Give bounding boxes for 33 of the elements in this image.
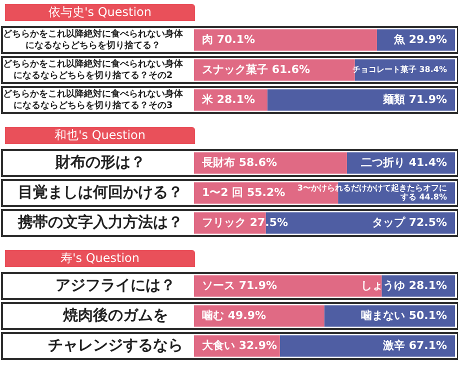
- bar: [194, 305, 324, 327]
- chart-title: 和也's Question: [5, 127, 195, 144]
- data-label: 噛む 49.9%: [202, 308, 266, 322]
- y-tick-label: 焼肉後のガムを: [62, 306, 168, 324]
- y-tick-label: どちらかをこれ以降絶対に食べられない身体になるならどちらを切り捨てる？その3: [3, 88, 184, 111]
- data-label: ソース 71.9%: [202, 278, 277, 292]
- data-label: 噛まない 50.1%: [361, 308, 447, 322]
- bar: [194, 275, 382, 297]
- bar: [194, 152, 347, 174]
- y-tick-label: 目覚ましは何回かける？: [18, 182, 183, 201]
- chart-title: 寿's Question: [5, 250, 195, 267]
- chart-title: 依与史's Question: [5, 4, 195, 21]
- bar: [194, 29, 377, 51]
- data-label: 二つ折り 41.4%: [361, 156, 447, 169]
- y-tick-label: どちらかをこれ以降絶対に食べられない身体になるならどちらを切り捨てる？その2: [3, 58, 184, 81]
- data-label: 肉 70.1%: [202, 32, 255, 46]
- data-label: 麺類 71.9%: [382, 92, 447, 106]
- data-label: タップ 72.5%: [372, 216, 447, 229]
- data-label: 魚 29.9%: [393, 32, 447, 46]
- y-tick-label: アジフライには？: [56, 276, 176, 294]
- data-label: 長財布 58.6%: [201, 156, 277, 169]
- data-label: しょうゆ 28.1%: [361, 278, 447, 292]
- data-label: スナック菓子 61.6%: [202, 62, 310, 76]
- data-label: 1〜2 回 55.2%: [202, 186, 286, 199]
- y-tick-label: 財布の形は？: [54, 152, 146, 171]
- y-tick-label: チャレンジするなら: [48, 336, 183, 354]
- bar: [280, 335, 455, 357]
- data-label: 米 28.1%: [201, 92, 255, 106]
- data-label: 激辛 67.1%: [382, 338, 447, 352]
- y-tick-label: 携帯の文字入力方法は？: [17, 212, 183, 231]
- y-tick-label: どちらかをこれ以降絶対に食べられない身体になるならどちらを切り捨てる？: [3, 28, 184, 51]
- bar: [267, 89, 455, 111]
- data-label: 大食い 32.9%: [202, 338, 277, 352]
